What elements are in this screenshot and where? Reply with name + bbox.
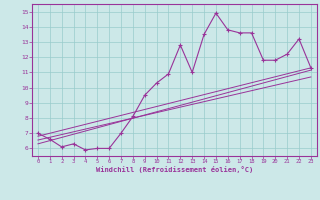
X-axis label: Windchill (Refroidissement éolien,°C): Windchill (Refroidissement éolien,°C) [96, 166, 253, 173]
